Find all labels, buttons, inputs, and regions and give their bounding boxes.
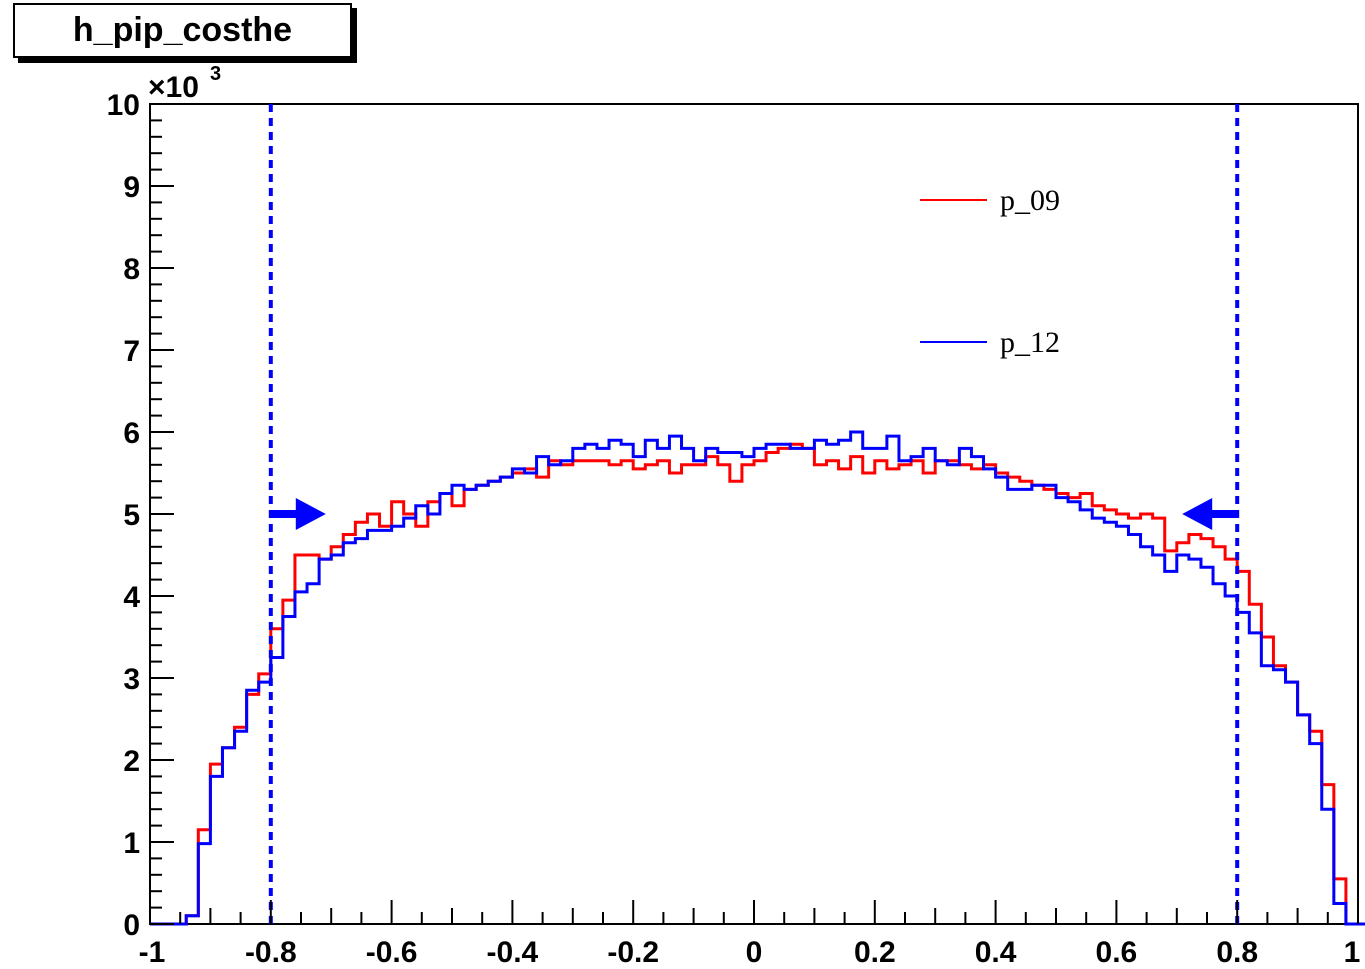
y-axis-multiplier-exponent: 3 <box>210 63 221 85</box>
y-tick-label: 7 <box>123 335 140 368</box>
series-layer <box>150 430 1365 926</box>
histogram-title: h_pip_costhe <box>13 3 352 58</box>
x-tick-label: 0.4 <box>975 936 1017 969</box>
series-line-p-09 <box>150 442 1365 926</box>
y-tick-label: 3 <box>123 663 140 696</box>
legend-label-p-09: p_09 <box>1000 184 1060 217</box>
cut-markers <box>268 104 1240 924</box>
y-tick-label: 6 <box>123 417 140 450</box>
x-tick-label: 0.2 <box>854 936 896 969</box>
y-tick-label: 10 <box>107 89 140 122</box>
y-tick-label: 2 <box>123 745 140 778</box>
x-tick-label: 0.6 <box>1096 936 1138 969</box>
y-tick-label: 5 <box>123 499 140 532</box>
x-tick-label: -0.6 <box>366 936 418 969</box>
legend-label-p-12: p_12 <box>1000 326 1060 359</box>
series-line-p-12 <box>150 430 1365 926</box>
x-tick-label: -0.8 <box>245 936 297 969</box>
plot-frame <box>149 103 1359 925</box>
plot-area <box>149 103 1359 925</box>
cut-arrow-right <box>1182 498 1238 530</box>
x-tick-label: -1 <box>139 936 166 969</box>
y-tick-label: 0 <box>123 909 140 942</box>
y-tick-label: 9 <box>123 171 140 204</box>
y-tick-label: 1 <box>123 827 140 860</box>
legend: p_09 p_12 <box>920 184 1060 359</box>
y-axis-multiplier: ×10 <box>148 71 199 104</box>
axes: -1 -0.8 -0.6 -0.4 -0.2 0 0.2 0.4 0.6 0.8 101234567… <box>107 63 1361 969</box>
x-tick-label: -0.4 <box>487 936 539 969</box>
x-tick-label: -0.2 <box>607 936 659 969</box>
x-tick-label: 0.8 <box>1216 936 1258 969</box>
x-tick-label: 1 <box>1344 936 1361 969</box>
y-tick-label: 8 <box>123 253 140 286</box>
x-tick-label: 0 <box>746 936 763 969</box>
y-tick-label: 4 <box>123 581 140 614</box>
cut-arrow-left <box>270 498 326 530</box>
